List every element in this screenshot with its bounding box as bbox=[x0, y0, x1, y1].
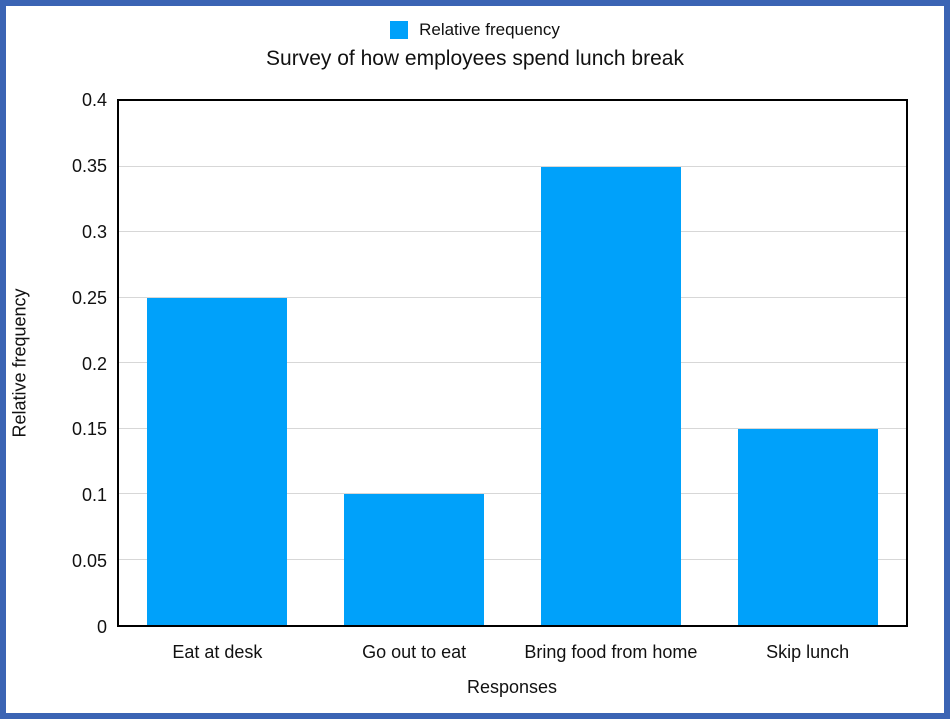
y-axis-title: Relative frequency bbox=[9, 288, 30, 438]
x-axis-title: Responses bbox=[466, 677, 558, 697]
x-category-label: Go out to eat bbox=[362, 642, 467, 662]
plot-area bbox=[117, 99, 908, 627]
y-tick-label: 0.2 bbox=[81, 353, 107, 374]
bar-go-out-to-eat bbox=[344, 494, 485, 625]
y-tick-label: 0.15 bbox=[71, 419, 107, 440]
gridline bbox=[119, 296, 906, 298]
legend: Relative frequency bbox=[6, 20, 944, 40]
legend-label: Relative frequency bbox=[419, 20, 560, 39]
legend-swatch bbox=[390, 21, 409, 39]
gridline bbox=[119, 427, 906, 429]
gridline bbox=[119, 231, 906, 232]
y-axis-tick-labels: 0.4 0.35 0.3 0.25 0.2 0.15 0.1 0.05 0 bbox=[6, 6, 107, 713]
y-tick-label: 0.35 bbox=[71, 155, 107, 176]
x-category-label: Skip lunch bbox=[766, 642, 850, 662]
bar-skip-lunch bbox=[737, 428, 878, 625]
bar-eat-at-desk bbox=[147, 297, 288, 625]
gridline bbox=[119, 493, 906, 494]
y-tick-label: 0.1 bbox=[81, 485, 107, 506]
y-tick-label: 0.25 bbox=[71, 287, 107, 308]
gridline bbox=[119, 165, 906, 167]
x-category-label: Bring food from home bbox=[524, 642, 698, 662]
chart-title: Survey of how employees spend lunch brea… bbox=[266, 47, 684, 70]
y-tick-label: 0.05 bbox=[71, 551, 107, 572]
y-tick-label: 0.4 bbox=[81, 90, 107, 110]
gridline bbox=[119, 362, 906, 363]
bar-bring-food-from-home bbox=[540, 166, 681, 625]
y-tick-label: 0.3 bbox=[81, 221, 107, 242]
x-category-label: Eat at desk bbox=[172, 642, 263, 662]
y-tick-label: 0 bbox=[96, 617, 107, 637]
gridline bbox=[119, 558, 906, 560]
